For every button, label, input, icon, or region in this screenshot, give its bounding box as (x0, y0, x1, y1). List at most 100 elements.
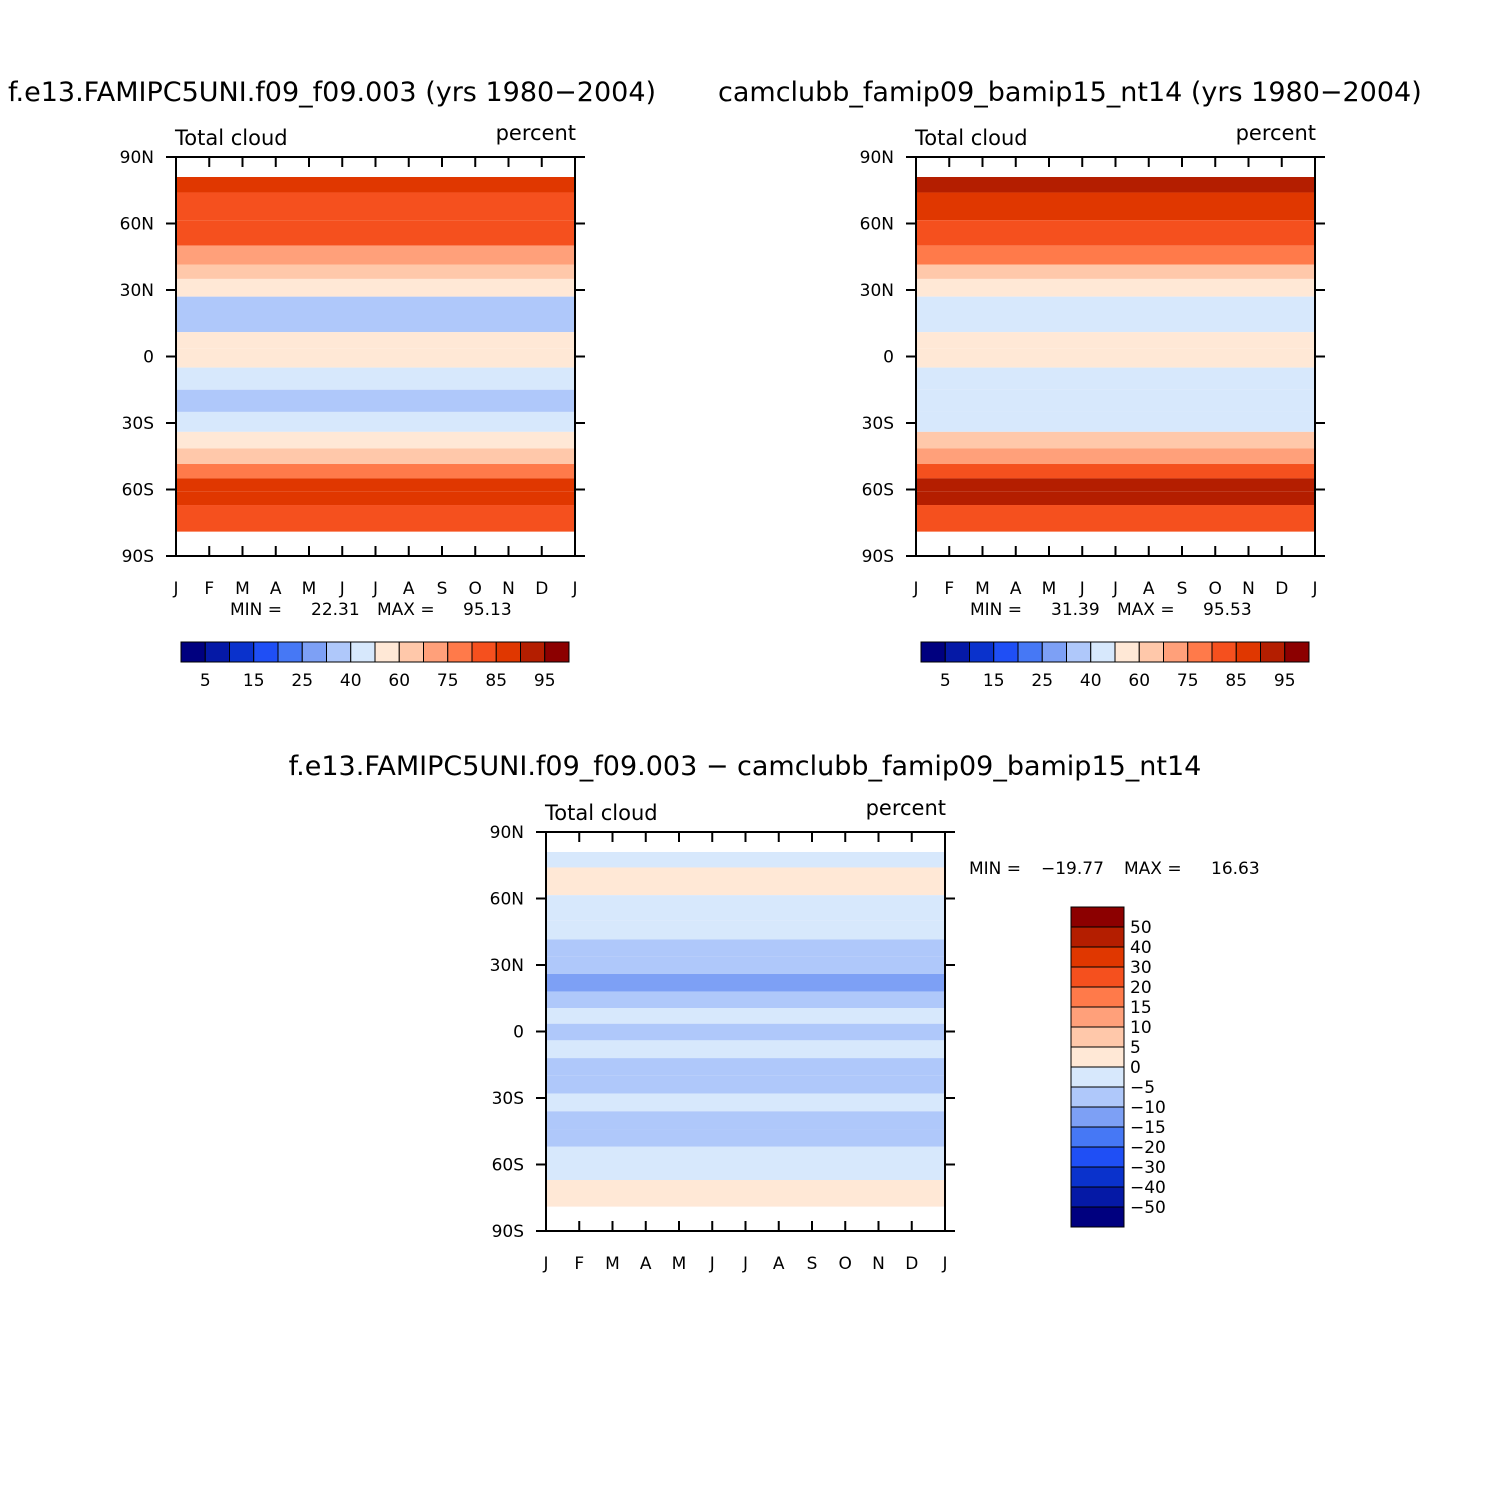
colorbar-label: 5 (940, 671, 951, 691)
y-tick-label: 90N (860, 148, 894, 168)
contour-band (546, 1146, 945, 1165)
contour-band (546, 1093, 945, 1112)
contour-band (546, 895, 945, 921)
colorbar-swatch (1070, 1166, 1125, 1188)
colorbar-swatch (1017, 641, 1043, 663)
panel-left-max-value: 95.13 (463, 600, 512, 620)
x-tick-label: O (1209, 579, 1222, 599)
y-tick-label: 30S (862, 414, 894, 434)
colorbar-swatch (1284, 641, 1310, 663)
x-tick-label: S (807, 1254, 818, 1274)
colorbar-swatch (1070, 946, 1125, 968)
colorbar-swatch (1114, 641, 1140, 663)
y-tick-label: 60S (122, 481, 154, 501)
x-tick-label: F (204, 579, 214, 599)
panel-diff-max-value: 16.63 (1211, 859, 1260, 879)
x-tick-label: N (1242, 579, 1255, 599)
x-tick-label: A (640, 1254, 652, 1274)
contour-band (176, 315, 575, 333)
contour-band (916, 296, 1315, 316)
contour-band (176, 411, 575, 432)
colorbar-swatch (398, 641, 424, 663)
colorbar-swatch (1070, 1086, 1125, 1108)
colorbar-label: 85 (485, 671, 507, 691)
colorbar-label: −30 (1130, 1158, 1166, 1178)
x-tick-label: J (571, 579, 577, 599)
contour-band (176, 278, 575, 297)
y-tick-label: 90S (122, 547, 154, 567)
panel-left-left-label: Total cloud (174, 126, 288, 150)
colorbar-label: 15 (1130, 998, 1152, 1018)
x-tick-label: D (905, 1254, 918, 1274)
y-tick-label: 0 (883, 348, 894, 368)
colorbar-swatch (204, 641, 230, 663)
colorbar-swatch (1066, 641, 1092, 663)
panel-right-min-label: MIN = (970, 600, 1022, 620)
colorbar-label: 20 (1130, 978, 1152, 998)
panel-left-title: f.e13.FAMIPC5UNI.f09_f09.003 (yrs 1980−2… (8, 77, 656, 108)
colorbar-swatch (1070, 1106, 1125, 1128)
colorbar-swatch (374, 641, 400, 663)
colorbar-swatch (1138, 641, 1164, 663)
x-tick-label: A (1010, 579, 1022, 599)
panel-right-title: camclubb_famip09_bamip15_nt14 (yrs 1980−… (718, 77, 1422, 108)
colorbar-swatch (1041, 641, 1067, 663)
contour-band (176, 176, 575, 193)
y-tick-label: 90N (490, 823, 524, 843)
contour-band (546, 973, 945, 992)
colorbar-swatch (1070, 1006, 1125, 1028)
x-tick-label: A (270, 579, 282, 599)
x-tick-label: F (944, 579, 954, 599)
panel-diff-max-label: MAX = (1124, 859, 1182, 879)
contour-band (546, 1040, 945, 1059)
colorbar-label: 50 (1130, 918, 1152, 938)
contour-band (176, 332, 575, 349)
contour-band (916, 315, 1315, 333)
y-tick-label: 30S (492, 1089, 524, 1109)
contour-band (916, 332, 1315, 349)
contour-band (176, 478, 575, 492)
colorbar-swatch (253, 641, 279, 663)
y-tick-label: 60N (120, 215, 154, 235)
colorbar-label: 85 (1225, 671, 1247, 691)
contour-band (176, 264, 575, 279)
contour-field (916, 176, 1315, 532)
contour-band (176, 505, 575, 532)
panel-left-min-value: 22.31 (311, 600, 360, 620)
colorbar-swatch (1070, 966, 1125, 988)
y-tick-label: 30N (490, 956, 524, 976)
panel-left: f.e13.FAMIPC5UNI.f09_f09.003 (yrs 1980−2… (8, 77, 656, 691)
colorbar-swatch (1070, 1206, 1125, 1228)
panel-right-left-label: Total cloud (914, 126, 1028, 150)
colorbar-label: −20 (1130, 1138, 1166, 1158)
colorbar-swatch (520, 641, 546, 663)
x-tick-label: A (403, 579, 415, 599)
colorbar-label: 75 (437, 671, 459, 691)
contour-band (176, 389, 575, 412)
colorbar-swatch (1070, 1046, 1125, 1068)
contour-band (916, 478, 1315, 492)
x-tick-label: O (469, 579, 482, 599)
x-tick-label: J (542, 1254, 548, 1274)
panel-right-colorbar: 5 15 25 40 60 75 85 95 (920, 641, 1310, 691)
y-tick-label: 60N (490, 890, 524, 910)
colorbar-label: 30 (1130, 958, 1152, 978)
panel-left-colorbar: 5 15 25 40 60 75 85 95 (180, 641, 570, 691)
panel-right-right-label: percent (1236, 121, 1316, 145)
colorbar-swatch (180, 641, 206, 663)
colorbar-swatch (1260, 641, 1286, 663)
contour-band (916, 389, 1315, 412)
contour-band (916, 367, 1315, 390)
x-tick-label: J (372, 579, 378, 599)
colorbar-swatch (1070, 906, 1125, 928)
colorbar-label: 5 (200, 671, 211, 691)
colorbar-swatch (495, 641, 521, 663)
colorbar-label: 10 (1130, 1018, 1152, 1038)
x-tick-label: A (1143, 579, 1155, 599)
x-tick-label: A (773, 1254, 785, 1274)
colorbar-label: 25 (291, 671, 313, 691)
colorbar-swatch (1070, 1066, 1125, 1088)
contour-band (916, 192, 1315, 221)
